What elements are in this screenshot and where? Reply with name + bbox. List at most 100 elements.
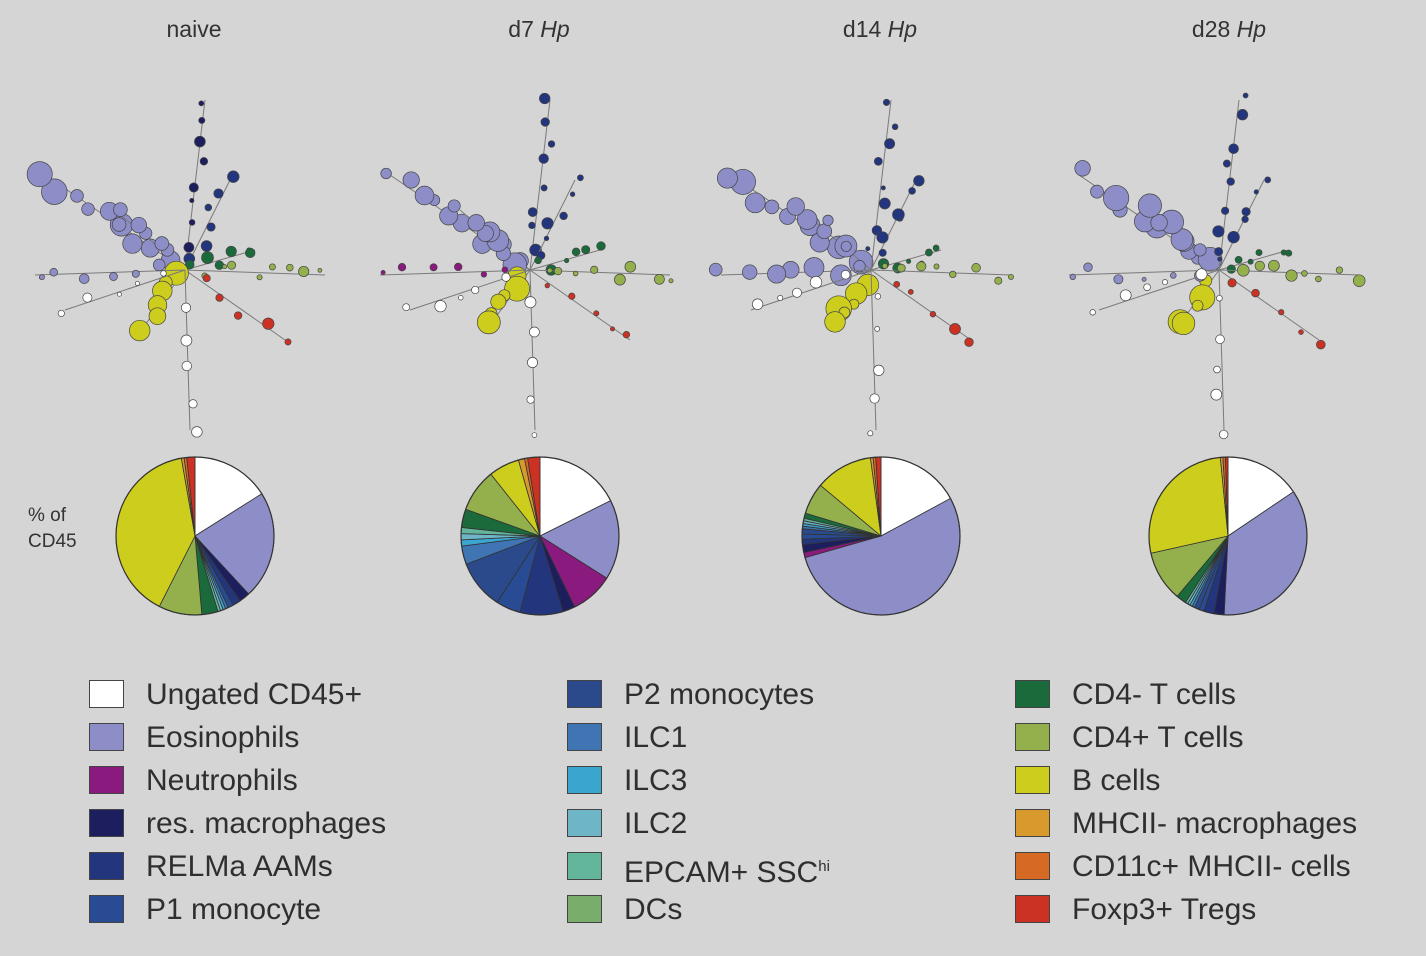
- tree-node: [796, 209, 818, 230]
- legend-swatch: [567, 852, 602, 880]
- tree-node: [1216, 294, 1223, 302]
- tree-node: [708, 262, 723, 277]
- legend-label: DCs: [624, 893, 683, 926]
- tree-node: [180, 302, 192, 313]
- tree-node: [199, 157, 209, 166]
- tree-node: [539, 92, 551, 105]
- legend-swatch: [89, 852, 124, 880]
- tree-node: [534, 256, 542, 265]
- tree-node: [454, 262, 463, 272]
- tree-node: [1316, 339, 1326, 350]
- legend-swatch: [89, 895, 124, 923]
- panel-title-d7: d7 Hp: [508, 16, 570, 42]
- tree-node: [447, 199, 461, 213]
- tree-node: [1227, 230, 1240, 244]
- tree-node: [822, 214, 834, 226]
- tree-node: [1141, 276, 1147, 282]
- tree-node: [1170, 272, 1177, 279]
- tree-node: [1253, 189, 1259, 195]
- tree-node: [268, 263, 276, 271]
- tree-node: [610, 326, 615, 332]
- tree-node: [202, 274, 211, 283]
- tree-edge: [870, 99, 892, 271]
- tree-node: [1143, 283, 1151, 291]
- tree-node: [1242, 92, 1249, 99]
- tree-node: [1083, 262, 1093, 272]
- tree-node: [458, 295, 464, 301]
- tree-node: [397, 263, 407, 272]
- legend-label: P2 monocytes: [624, 678, 815, 711]
- tree-node: [206, 222, 216, 232]
- tree-node: [925, 248, 933, 257]
- legend-swatch: [1015, 766, 1050, 794]
- tree-node: [1210, 388, 1223, 401]
- tree-node: [853, 260, 866, 273]
- tree-node: [504, 275, 530, 302]
- tree-node: [480, 271, 488, 278]
- tree-node: [78, 273, 90, 284]
- tree-node: [1069, 273, 1076, 281]
- tree-node: [1241, 215, 1249, 223]
- tree-node: [1298, 329, 1304, 335]
- tree-node: [1247, 258, 1254, 265]
- tree-node: [916, 261, 927, 272]
- tree-node: [233, 311, 243, 320]
- tree-node: [590, 265, 599, 274]
- legend-swatch: [89, 766, 124, 794]
- tree-node: [540, 184, 548, 192]
- tree-node: [1215, 334, 1225, 345]
- tree-node: [543, 235, 550, 242]
- legend-swatch: [567, 723, 602, 751]
- tree-node: [1301, 270, 1308, 277]
- tree-node: [501, 272, 511, 282]
- tree-node: [1150, 214, 1168, 232]
- tree-node: [1315, 275, 1322, 283]
- tree-node: [809, 276, 823, 289]
- tree-node: [929, 311, 937, 318]
- tree-node: [907, 289, 914, 295]
- legend-swatch: [89, 809, 124, 837]
- tree-node: [873, 156, 883, 166]
- legend-label: RELMa AAMs: [146, 850, 333, 883]
- tree-node: [130, 216, 147, 234]
- tree-node: [884, 138, 896, 150]
- tree-node: [526, 395, 535, 404]
- pie-outline: [801, 456, 961, 616]
- tree-node: [614, 273, 626, 286]
- panel-title-d14: d14 Hp: [843, 16, 917, 42]
- tree-node: [262, 317, 275, 330]
- tree-node: [873, 364, 885, 376]
- tree-node: [1212, 225, 1225, 238]
- tree-node: [1137, 193, 1162, 218]
- tree-node: [185, 260, 195, 270]
- tree-node: [1162, 279, 1168, 286]
- tree-node: [816, 223, 833, 240]
- legend-label: CD4+ T cells: [1072, 721, 1244, 754]
- tree-node: [1221, 206, 1230, 215]
- tree-node: [198, 116, 206, 124]
- tree-node: [572, 270, 579, 277]
- tree-node: [994, 276, 1003, 285]
- tree-node: [949, 323, 961, 335]
- tree-node: [880, 185, 886, 191]
- tree-node: [1089, 309, 1096, 316]
- spade-tree-3: [1068, 92, 1366, 440]
- tree-node: [200, 240, 213, 252]
- tree-node: [569, 191, 576, 197]
- tree-node: [654, 273, 665, 285]
- tree-node: [1074, 160, 1091, 177]
- legend-label: Neutrophils: [146, 764, 298, 797]
- tree-node: [1268, 259, 1280, 272]
- tree-edge: [529, 269, 671, 276]
- tree-node: [1113, 274, 1124, 285]
- tree-node: [57, 309, 65, 317]
- tree-node: [1008, 273, 1014, 280]
- tree-node: [564, 258, 570, 264]
- tree-node: [188, 219, 196, 226]
- pie-panel-0: [115, 456, 275, 616]
- tree-node: [380, 270, 386, 275]
- tree-node: [1352, 274, 1366, 287]
- tree-node: [571, 247, 581, 257]
- tree-node: [201, 251, 214, 264]
- tree-node: [559, 211, 568, 221]
